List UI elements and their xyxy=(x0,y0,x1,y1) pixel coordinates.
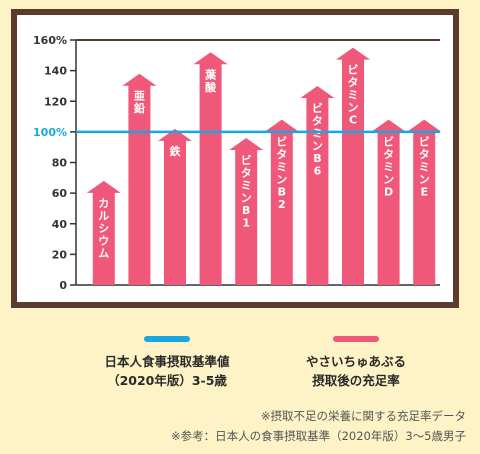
legend-item-standard: 日本人食事摂取基準値 （2020年版）3-5歳 xyxy=(67,336,267,390)
bar-9 xyxy=(407,119,442,285)
bar-label-1: 亜鉛 xyxy=(134,90,145,116)
y-tick-label: 80 xyxy=(52,157,68,170)
bar-label-7: ビタミン C xyxy=(348,63,359,127)
bar-5 xyxy=(264,119,299,285)
bar-2 xyxy=(158,128,192,285)
bar-8 xyxy=(371,119,406,285)
legend-label-yasai: やさいちゅあぶる 摂取後の充足率 xyxy=(305,354,406,388)
bar-label-8: ビタミン D xyxy=(383,135,394,199)
legend-swatch-pink xyxy=(333,336,379,342)
bar-label-0: カルシウム xyxy=(98,197,109,260)
y-tick-label: 40 xyxy=(52,218,68,231)
legend-item-yasai: やさいちゅあぶる 摂取後の充足率 xyxy=(256,336,456,390)
y-tick-label: 60 xyxy=(52,187,68,200)
footnote-2: ※参考：日本人の食事摂取基準（2020年版）3〜5歳男子 xyxy=(170,429,466,443)
legend-swatch-blue xyxy=(144,336,190,342)
legend-label-standard: 日本人食事摂取基準値 （2020年版）3-5歳 xyxy=(104,354,230,388)
bar-label-2: 鉄 xyxy=(170,144,182,158)
bar-7 xyxy=(336,47,370,285)
bar-label-4: ビタミン B 1 xyxy=(241,153,252,230)
bar-1 xyxy=(122,73,157,285)
y-tick-label: 160% xyxy=(33,34,67,47)
legend: 日本人食事摂取基準値 （2020年版）3-5歳 やさいちゅあぶる 摂取後の充足率 xyxy=(0,336,480,406)
footnote-1: ※摂取不足の栄養に関する充足率データ xyxy=(260,409,466,423)
bar-4 xyxy=(229,138,264,285)
bar-0 xyxy=(86,180,121,285)
footnotes: ※摂取不足の栄養に関する充足率データ ※参考：日本人の食事摂取基準（2020年版… xyxy=(171,406,466,446)
y-tick-label: 140 xyxy=(44,65,67,78)
bar-label-6: ビタミン B 6 xyxy=(312,101,323,178)
y-tick-label: 100% xyxy=(33,126,67,139)
y-tick-label: 20 xyxy=(52,248,68,261)
bar-3 xyxy=(193,52,228,285)
y-tick-label: 120 xyxy=(44,95,67,108)
bar-label-9: ビタミン E xyxy=(419,135,430,199)
bar-6 xyxy=(300,85,335,285)
bar-label-5: ビタミン B 2 xyxy=(276,135,287,212)
bar-label-3: 葉酸 xyxy=(204,67,217,94)
y-tick-label: 0 xyxy=(59,279,67,292)
